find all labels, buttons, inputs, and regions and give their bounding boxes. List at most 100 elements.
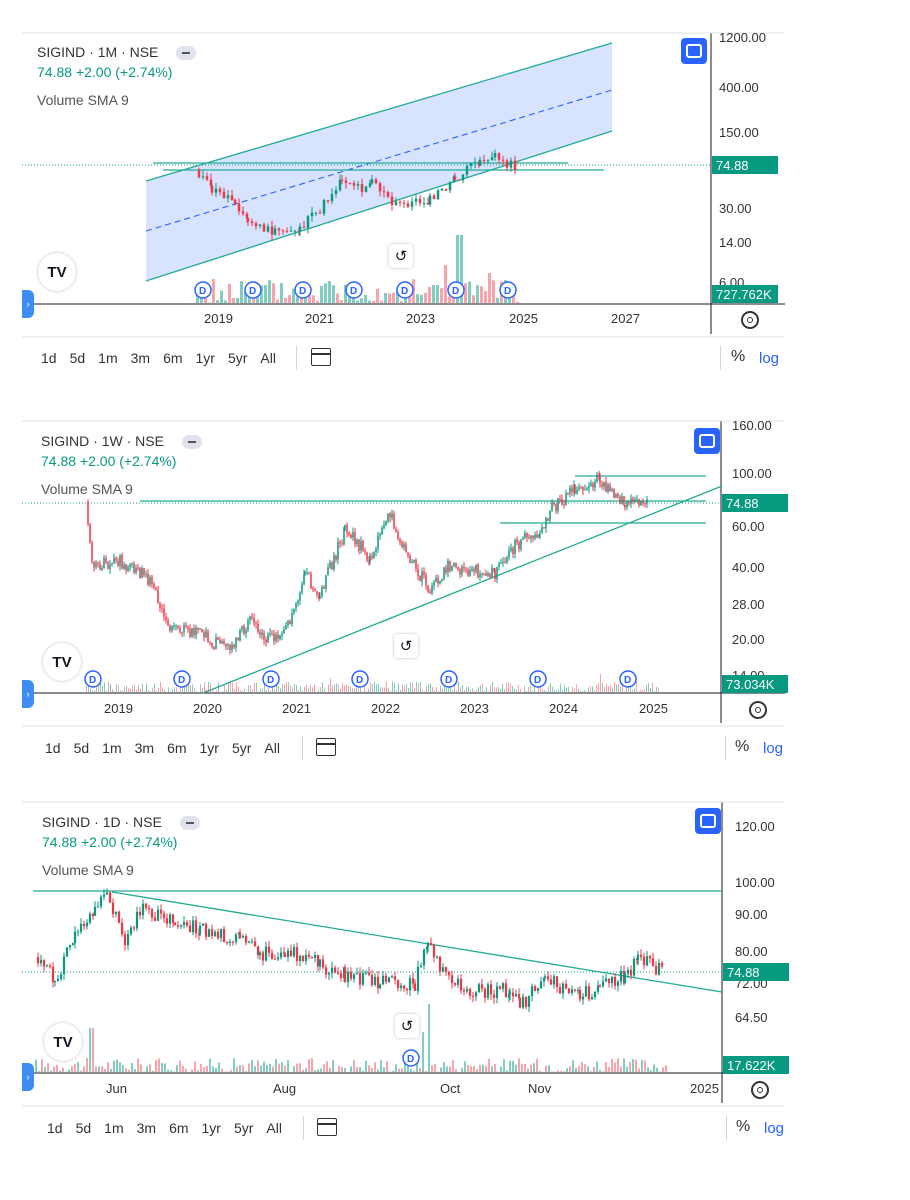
percent-toggle[interactable]: %	[735, 738, 750, 755]
hide-legend-button[interactable]	[179, 816, 200, 831]
fullscreen-button[interactable]	[695, 808, 721, 834]
chart-canvas-weekly[interactable]: D D D D D D D 160.00 100.00 60.00 40.00 28.00 20.00 1…	[0, 390, 910, 780]
range-5d[interactable]: 5d	[75, 1120, 92, 1136]
candle-body	[435, 956, 439, 958]
range-3m[interactable]: 3m	[134, 740, 155, 756]
volume-bar	[323, 1064, 325, 1072]
settings-gear-icon[interactable]	[751, 1081, 769, 1099]
reset-chart-button[interactable]: ↺	[389, 244, 413, 268]
candle-body	[113, 558, 115, 564]
dividend-marker	[402, 1049, 420, 1067]
range-6m[interactable]: 6m	[169, 1120, 189, 1136]
candle-body	[428, 195, 432, 205]
side-panel-toggle[interactable]: ›	[22, 680, 34, 708]
indicator-label[interactable]: Volume SMA 9	[37, 92, 129, 108]
volume-bar	[368, 300, 371, 303]
settings-gear-icon[interactable]	[741, 311, 759, 329]
hide-legend-button[interactable]	[176, 46, 197, 61]
separator	[725, 736, 726, 760]
range-1d[interactable]: 1d	[47, 1120, 63, 1136]
candle-body	[406, 203, 410, 207]
volume-bar	[614, 1062, 616, 1072]
percent-toggle[interactable]: %	[731, 348, 746, 365]
dividend-marker	[345, 281, 363, 299]
range-3m[interactable]: 3m	[130, 350, 151, 366]
volume-bar	[514, 688, 515, 692]
indicator-label[interactable]: Volume SMA 9	[41, 481, 133, 497]
chart-canvas-daily[interactable]: D120.00100.0090.0080.0072.0064.5074.8817…	[0, 780, 910, 1200]
reset-chart-button[interactable]: ↺	[395, 1014, 419, 1038]
volume-bar	[242, 691, 243, 692]
range-1yr[interactable]: 1yr	[195, 350, 215, 366]
volume-bar	[644, 688, 645, 692]
side-panel-toggle[interactable]: ›	[22, 1063, 34, 1091]
candle-body	[233, 199, 237, 204]
fullscreen-button[interactable]	[694, 428, 720, 454]
candle-body	[366, 552, 368, 561]
range-5yr[interactable]: 5yr	[227, 350, 248, 366]
fullscreen-button[interactable]	[681, 38, 707, 64]
candle-body	[289, 230, 293, 232]
range-all[interactable]: All	[266, 1120, 282, 1136]
hide-legend-button[interactable]	[181, 435, 202, 450]
range-1yr[interactable]: 1yr	[199, 740, 219, 756]
range-5yr[interactable]: 5yr	[231, 740, 252, 756]
range-6m[interactable]: 6m	[167, 740, 187, 756]
dividend-marker-label: D	[407, 1054, 414, 1065]
candle-body	[306, 216, 310, 228]
candle-body	[569, 487, 571, 494]
indicator-label[interactable]: Volume SMA 9	[42, 862, 134, 878]
percent-toggle[interactable]: %	[736, 1118, 751, 1135]
range-5yr[interactable]: 5yr	[233, 1120, 254, 1136]
candle-body	[623, 496, 625, 506]
range-1m[interactable]: 1m	[98, 350, 118, 366]
range-3m[interactable]: 3m	[136, 1120, 157, 1136]
range-1d[interactable]: 1d	[41, 350, 57, 366]
side-panel-toggle[interactable]: ›	[22, 290, 34, 318]
calendar-icon[interactable]	[311, 348, 331, 366]
calendar-icon[interactable]	[316, 738, 336, 756]
candle-body	[322, 200, 326, 214]
candle-body	[259, 631, 261, 635]
volume-bar	[299, 1063, 301, 1072]
volume-bar	[122, 1064, 124, 1072]
volume-bar	[454, 682, 455, 692]
chart-canvas-monthly[interactable]: D D D D D D D1200.00400.00150.0030.0014.006.00…	[0, 0, 910, 390]
candle-body	[235, 637, 237, 648]
range-5d[interactable]: 5d	[73, 740, 90, 756]
tradingview-logo[interactable]: TV	[38, 253, 76, 291]
volume-bar	[500, 1066, 502, 1072]
range-1yr[interactable]: 1yr	[201, 1120, 221, 1136]
volume-bar	[216, 690, 217, 692]
tradingview-logo[interactable]: TV	[43, 643, 81, 681]
volume-bar	[110, 1068, 112, 1072]
dividend-marker-label: D	[299, 286, 306, 297]
log-toggle[interactable]: log	[763, 740, 784, 757]
reset-chart-button[interactable]: ↺	[394, 634, 418, 658]
range-1m[interactable]: 1m	[102, 740, 122, 756]
candle-body	[528, 537, 530, 539]
candle-body	[485, 573, 487, 576]
range-all[interactable]: All	[264, 740, 280, 756]
volume-bar	[244, 291, 247, 303]
volume-bar	[484, 690, 485, 692]
settings-gear-icon[interactable]	[749, 701, 767, 719]
volume-bar	[270, 690, 271, 692]
candle-body	[524, 532, 526, 539]
log-toggle[interactable]: log	[759, 350, 780, 367]
candle-body	[644, 503, 646, 505]
volume-bar	[370, 682, 371, 692]
volume-bar	[233, 1058, 235, 1072]
volume-bar	[488, 1058, 490, 1072]
calendar-icon[interactable]	[317, 1118, 337, 1136]
volume-bar	[296, 684, 297, 692]
volume-bar	[530, 1064, 532, 1072]
tradingview-logo[interactable]: TV	[44, 1023, 82, 1061]
log-toggle[interactable]: log	[764, 1120, 785, 1137]
range-all[interactable]: All	[260, 350, 276, 366]
range-6m[interactable]: 6m	[163, 350, 183, 366]
range-1m[interactable]: 1m	[104, 1120, 124, 1136]
range-1d[interactable]: 1d	[45, 740, 61, 756]
range-5d[interactable]: 5d	[69, 350, 86, 366]
candle-body	[473, 568, 475, 572]
